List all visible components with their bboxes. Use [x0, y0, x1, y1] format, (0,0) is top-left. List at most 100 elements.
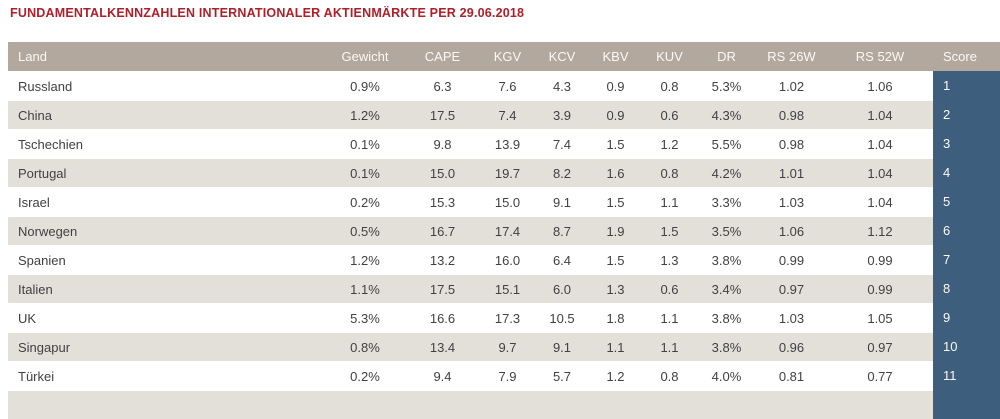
cell-score: 5: [933, 187, 1000, 216]
cell-kgv: 19.7: [480, 158, 535, 187]
cell-kuv: 0.8: [642, 158, 697, 187]
cell-dr: 4.2%: [697, 158, 756, 187]
cell-cape: 6.3: [405, 71, 480, 100]
cell-dr: 3.8%: [697, 332, 756, 361]
table-row: UK 5.3% 16.6 17.3 10.5 1.8 1.1 3.8% 1.03 1.05 9: [8, 303, 1000, 332]
cell-kbv: 1.5: [589, 245, 642, 274]
cell-gewicht: 1.2%: [325, 100, 405, 129]
cell-dr: 4.3%: [697, 100, 756, 129]
cell-dr: 4.0%: [697, 361, 756, 390]
cell-rs52w: 1.04: [827, 129, 933, 158]
cell-kgv: 15.1: [480, 274, 535, 303]
cell-cape: 9.8: [405, 129, 480, 158]
cell-cape: 15.0: [405, 158, 480, 187]
cell-rs26w: 1.03: [756, 187, 827, 216]
cell-kcv: 6.4: [535, 245, 589, 274]
col-header-cape: CAPE: [405, 42, 480, 71]
cell-dr: 3.5%: [697, 216, 756, 245]
cell-score: 3: [933, 129, 1000, 158]
cell-kuv: 0.6: [642, 100, 697, 129]
cell-score: 10: [933, 332, 1000, 361]
cell-kcv: 8.7: [535, 216, 589, 245]
cell-dr: 3.8%: [697, 245, 756, 274]
cell-kbv: 0.9: [589, 71, 642, 100]
cell-rs26w: 0.98: [756, 100, 827, 129]
cell-rs26w: 1.06: [756, 216, 827, 245]
cell-rs26w: 1.01: [756, 158, 827, 187]
cell-score: 9: [933, 303, 1000, 332]
cell-kgv: 9.7: [480, 332, 535, 361]
cell-kgv: 7.9: [480, 361, 535, 390]
cell-land: Russland: [8, 71, 325, 100]
cell-cape: 15.3: [405, 187, 480, 216]
cell-kcv: 6.0: [535, 274, 589, 303]
cell-kcv: 9.1: [535, 332, 589, 361]
cell-rs26w: 0.96: [756, 332, 827, 361]
col-header-kgv: KGV: [480, 42, 535, 71]
cell-rs52w: 1.05: [827, 303, 933, 332]
cell-kgv: 15.0: [480, 187, 535, 216]
cell-kuv: 0.8: [642, 71, 697, 100]
cell-gewicht: 0.2%: [325, 187, 405, 216]
cell-dr: [697, 390, 756, 419]
col-header-kcv: KCV: [535, 42, 589, 71]
cell-cape: 17.5: [405, 100, 480, 129]
cell-rs26w: 0.98: [756, 129, 827, 158]
cell-gewicht: 0.1%: [325, 158, 405, 187]
cell-kuv: 1.2: [642, 129, 697, 158]
cell-kcv: 5.7: [535, 361, 589, 390]
cell-kgv: 16.0: [480, 245, 535, 274]
table-row: Italien 1.1% 17.5 15.1 6.0 1.3 0.6 3.4% 0.97 0.99…: [8, 274, 1000, 303]
cell-dr: 5.3%: [697, 71, 756, 100]
cell-kbv: [589, 390, 642, 419]
cell-rs52w: 1.04: [827, 158, 933, 187]
cell-land: [8, 390, 325, 419]
cell-kuv: [642, 390, 697, 419]
cell-kuv: 1.5: [642, 216, 697, 245]
table-body: Russland 0.9% 6.3 7.6 4.3 0.9 0.8 5.3% 1.02 1.06 1…: [8, 71, 1000, 419]
cell-dr: 5.5%: [697, 129, 756, 158]
cell-kuv: 1.1: [642, 303, 697, 332]
cell-rs26w: 0.81: [756, 361, 827, 390]
cell-dr: 3.4%: [697, 274, 756, 303]
table-row: Portugal 0.1% 15.0 19.7 8.2 1.6 0.8 4.2% 1.01 1.0…: [8, 158, 1000, 187]
page-title: FUNDAMENTALKENNZAHLEN INTERNATIONALER AK…: [10, 6, 525, 20]
cell-cape: 16.6: [405, 303, 480, 332]
cell-rs26w: 1.02: [756, 71, 827, 100]
table-row: Norwegen 0.5% 16.7 17.4 8.7 1.9 1.5 3.5% 1.06 1.1…: [8, 216, 1000, 245]
cell-land: Israel: [8, 187, 325, 216]
cell-score: 4: [933, 158, 1000, 187]
cell-kuv: 1.3: [642, 245, 697, 274]
table-row: Türkei 0.2% 9.4 7.9 5.7 1.2 0.8 4.0% 0.81 0.77 11: [8, 361, 1000, 390]
cell-rs52w: 1.04: [827, 187, 933, 216]
cell-land: Singapur: [8, 332, 325, 361]
cell-rs26w: 1.03: [756, 303, 827, 332]
cell-rs26w: 0.99: [756, 245, 827, 274]
cell-score: 1: [933, 71, 1000, 100]
cell-land: Italien: [8, 274, 325, 303]
col-header-rs52w: RS 52W: [827, 42, 933, 71]
table-row: China 1.2% 17.5 7.4 3.9 0.9 0.6 4.3% 0.98 1.04 2: [8, 100, 1000, 129]
cell-kgv: 13.9: [480, 129, 535, 158]
cell-gewicht: 0.9%: [325, 71, 405, 100]
cell-rs52w: 0.99: [827, 245, 933, 274]
cell-cape: 13.2: [405, 245, 480, 274]
cell-score: [933, 390, 1000, 419]
cell-kuv: 1.1: [642, 187, 697, 216]
cell-land: Spanien: [8, 245, 325, 274]
cell-kcv: 10.5: [535, 303, 589, 332]
cell-rs52w: 0.77: [827, 361, 933, 390]
cell-gewicht: 1.1%: [325, 274, 405, 303]
cell-kcv: 8.2: [535, 158, 589, 187]
cell-kcv: 3.9: [535, 100, 589, 129]
cell-kbv: 1.5: [589, 187, 642, 216]
cell-rs52w: 0.99: [827, 274, 933, 303]
cell-rs52w: 1.06: [827, 71, 933, 100]
cell-kgv: [480, 390, 535, 419]
cell-kuv: 0.6: [642, 274, 697, 303]
table-row: Tschechien 0.1% 9.8 13.9 7.4 1.5 1.2 5.5% 0.98 1.…: [8, 129, 1000, 158]
cell-cape: 13.4: [405, 332, 480, 361]
cell-kgv: 17.4: [480, 216, 535, 245]
cell-kbv: 1.1: [589, 332, 642, 361]
cell-cape: 17.5: [405, 274, 480, 303]
